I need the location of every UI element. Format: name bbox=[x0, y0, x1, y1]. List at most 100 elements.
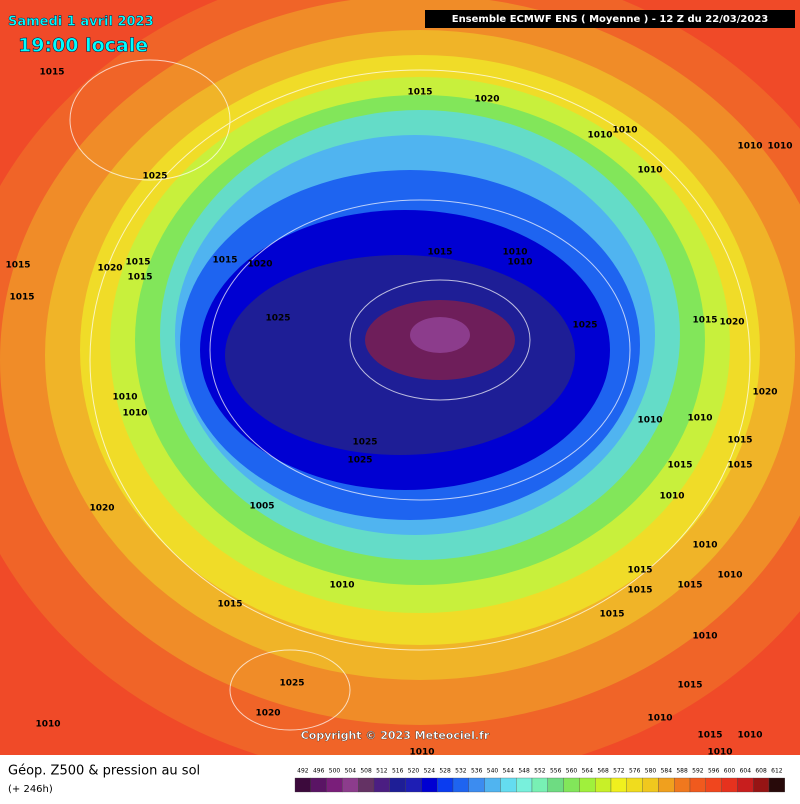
scale-swatch bbox=[342, 777, 359, 793]
scale-label: 492 bbox=[297, 768, 309, 775]
scale-label: 556 bbox=[550, 768, 562, 775]
pressure-label: 1010 bbox=[507, 258, 532, 268]
pressure-label: 1010 bbox=[637, 416, 662, 426]
scale-swatch bbox=[658, 777, 675, 793]
forecast-time: 19:00 locale bbox=[18, 35, 148, 57]
pressure-label: 1015 bbox=[212, 256, 237, 266]
scale-label: 504 bbox=[345, 768, 357, 775]
scale-label: 588 bbox=[676, 768, 688, 775]
scale-swatch bbox=[452, 777, 469, 793]
scale-label: 516 bbox=[392, 768, 404, 775]
pressure-label: 1010 bbox=[707, 748, 732, 758]
pressure-label: 1025 bbox=[279, 679, 304, 689]
scale-label: 532 bbox=[455, 768, 467, 775]
scale-swatch bbox=[642, 777, 659, 793]
scale-label: 604 bbox=[740, 768, 752, 775]
scale-swatch bbox=[737, 777, 754, 793]
scale-swatch bbox=[373, 777, 390, 793]
scale-swatch bbox=[437, 777, 454, 793]
pressure-label: 1015 bbox=[677, 581, 702, 591]
scale-label: 524 bbox=[424, 768, 436, 775]
copyright: Copyright © 2023 Meteociel.fr bbox=[301, 729, 490, 742]
pressure-label: 1025 bbox=[265, 314, 290, 324]
pressure-label: 1010 bbox=[637, 166, 662, 176]
pressure-label: 1015 bbox=[427, 248, 452, 258]
legend-title: Géop. Z500 & pression au sol bbox=[8, 764, 200, 779]
pressure-label: 1020 bbox=[97, 264, 122, 274]
scale-swatch bbox=[500, 777, 517, 793]
scale-swatch bbox=[721, 777, 738, 793]
scale-label: 592 bbox=[692, 768, 704, 775]
scale-label: 564 bbox=[582, 768, 594, 775]
scale-label: 580 bbox=[645, 768, 657, 775]
scale-label: 536 bbox=[471, 768, 483, 775]
scale-label: 548 bbox=[518, 768, 530, 775]
forecast-date: Samedi 1 avril 2023 bbox=[8, 15, 154, 30]
scale-swatch bbox=[326, 777, 343, 793]
scale-swatch bbox=[516, 777, 533, 793]
pressure-label: 1015 bbox=[677, 681, 702, 691]
legend-scale: 492 496 500 504 508 512 516 520 524 528 532 536 540 5… bbox=[294, 768, 785, 793]
model-run: Ensemble ECMWF ENS ( Moyenne ) - 12 Z du… bbox=[452, 14, 769, 25]
scale-swatch bbox=[626, 777, 643, 793]
pressure-label: 1025 bbox=[352, 438, 377, 448]
pressure-label: 1010 bbox=[692, 632, 717, 642]
scale-swatch bbox=[547, 777, 564, 793]
scale-label: 612 bbox=[771, 768, 783, 775]
scale-label: 608 bbox=[755, 768, 767, 775]
scale-swatch bbox=[484, 777, 501, 793]
pressure-label: 1015 bbox=[692, 316, 717, 326]
scale-label: 576 bbox=[629, 768, 641, 775]
pressure-label: 1015 bbox=[5, 261, 30, 271]
pressure-label: 1020 bbox=[719, 318, 744, 328]
scale-label: 500 bbox=[329, 768, 341, 775]
pressure-label: 1010 bbox=[587, 131, 612, 141]
pressure-label: 1020 bbox=[247, 260, 272, 270]
pressure-label: 1010 bbox=[409, 748, 434, 758]
pressure-label: 1020 bbox=[255, 709, 280, 719]
pressure-label: 1015 bbox=[599, 610, 624, 620]
scale-swatch bbox=[768, 777, 785, 793]
pressure-label: 1015 bbox=[627, 586, 652, 596]
scale-swatch bbox=[610, 777, 627, 793]
pressure-label: 1015 bbox=[697, 731, 722, 741]
scale-swatch bbox=[563, 777, 580, 793]
pressure-label: 1010 bbox=[112, 393, 137, 403]
pressure-label: 1010 bbox=[329, 581, 354, 591]
scale-label: 508 bbox=[360, 768, 372, 775]
scale-swatch bbox=[310, 777, 327, 793]
scale-label: 584 bbox=[661, 768, 673, 775]
scale-swatch bbox=[531, 777, 548, 793]
pressure-label: 1020 bbox=[752, 388, 777, 398]
scale-label: 568 bbox=[597, 768, 609, 775]
scale-label: 560 bbox=[566, 768, 578, 775]
scale-swatch bbox=[689, 777, 706, 793]
scale-label: 496 bbox=[313, 768, 325, 775]
scale-swatch bbox=[595, 777, 612, 793]
pressure-label: 1015 bbox=[407, 88, 432, 98]
pressure-label: 1015 bbox=[727, 436, 752, 446]
map-field bbox=[0, 0, 800, 755]
pressure-label: 1015 bbox=[39, 68, 64, 78]
pressure-label: 1010 bbox=[717, 571, 742, 581]
pressure-label: 1010 bbox=[687, 414, 712, 424]
scale-label: 512 bbox=[376, 768, 388, 775]
scale-swatch bbox=[705, 777, 722, 793]
pressure-label: 1010 bbox=[647, 714, 672, 724]
pressure-label: 1025 bbox=[572, 321, 597, 331]
pressure-label: 1010 bbox=[659, 492, 684, 502]
scale-label: 600 bbox=[724, 768, 736, 775]
pressure-label: 1015 bbox=[125, 258, 150, 268]
scale-swatch bbox=[389, 777, 406, 793]
pressure-label: 1015 bbox=[627, 566, 652, 576]
scale-swatch bbox=[358, 777, 375, 793]
scale-label: 596 bbox=[708, 768, 720, 775]
pressure-label: 1025 bbox=[347, 456, 372, 466]
pressure-label: 1010 bbox=[737, 731, 762, 741]
legend-lead: (+ 246h) bbox=[8, 784, 53, 795]
scale-swatch bbox=[753, 777, 770, 793]
pressure-label: 1020 bbox=[89, 504, 114, 514]
pressure-label: 1015 bbox=[127, 273, 152, 283]
pressure-label: 1015 bbox=[727, 461, 752, 471]
